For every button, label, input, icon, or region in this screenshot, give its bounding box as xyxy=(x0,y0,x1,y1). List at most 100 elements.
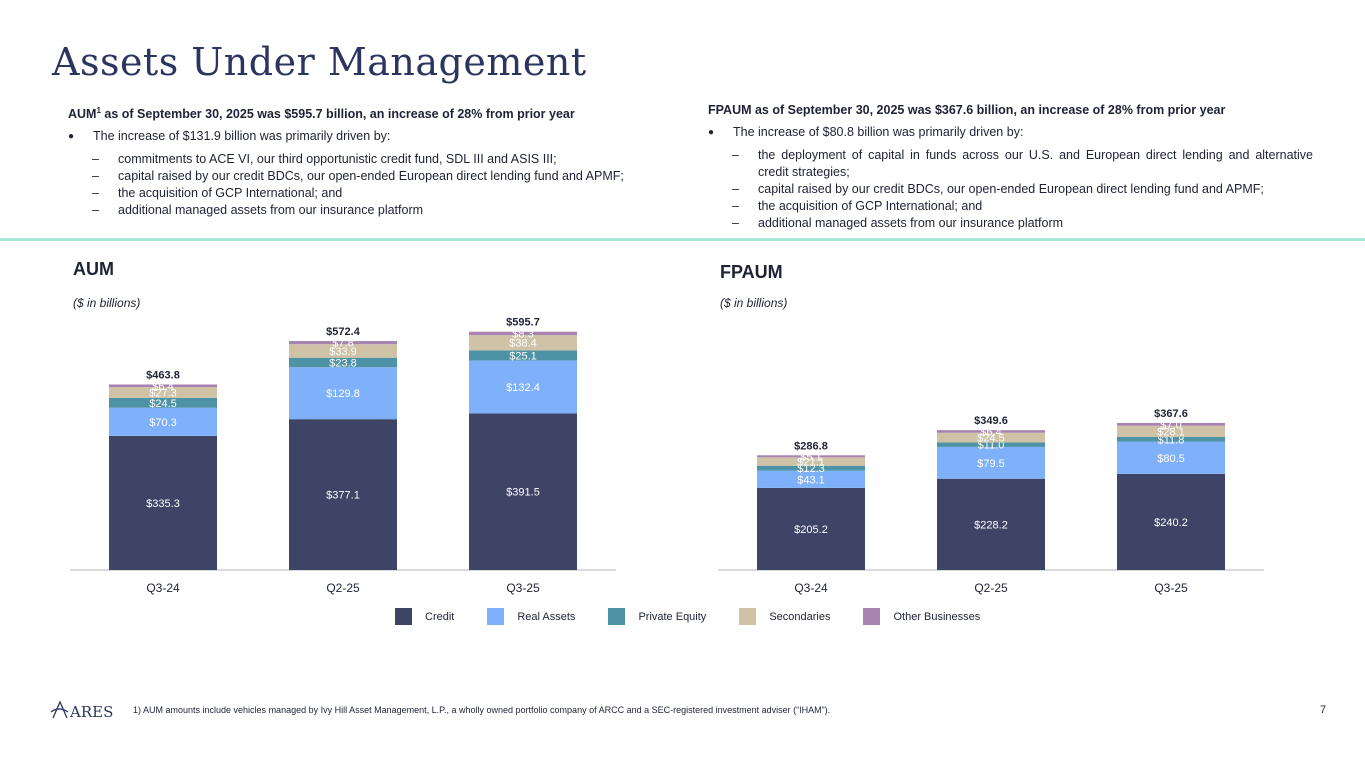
aum-bar-credit xyxy=(469,413,577,570)
aum-bar-other-businesses xyxy=(469,331,577,336)
aum-total-label: $463.8 xyxy=(146,369,180,381)
fpaum-segment-label: $228.2 xyxy=(974,519,1008,531)
aum-segment-label: $132.4 xyxy=(506,382,540,394)
aum-segment-label: $24.5 xyxy=(149,398,177,410)
dash: – xyxy=(92,169,99,184)
aum-sub-text: additional managed assets from our insur… xyxy=(118,203,424,218)
legend-label: Real Assets xyxy=(517,610,576,623)
fpaum-segment-label: $12.3 xyxy=(797,463,825,475)
aum-bar-real-assets xyxy=(469,360,577,414)
dash: – xyxy=(732,216,739,230)
page-number: 7 xyxy=(1320,704,1327,716)
aum-heading: AUM1 as of September 30, 2025 was $595.7… xyxy=(68,102,648,123)
aum-heading-prefix: AUM xyxy=(68,107,97,122)
aum-chart-title: AUM xyxy=(73,259,114,279)
fpaum-segment-label: $7.0 xyxy=(1160,419,1181,431)
chart-legend: Credit Real Assets Private Equity Secondari… xyxy=(395,608,1013,625)
fpaum-total-label: $286.8 xyxy=(794,440,828,452)
legend-swatch xyxy=(487,608,505,625)
aum-sub-item: – the acquisition of GCP International; a… xyxy=(68,185,648,202)
fpaum-sub-text: capital raised by our credit BDCs, our o… xyxy=(758,182,1264,196)
aum-sub-text: commitments to ACE VI, our third opportu… xyxy=(118,152,557,167)
aum-segment-label: $377.1 xyxy=(326,490,360,502)
fpaum-sub-text: the deployment of capital in funds acros… xyxy=(758,148,1313,179)
dash: – xyxy=(92,203,99,218)
fpaum-sub-text: the acquisition of GCP International; an… xyxy=(758,199,983,213)
fpaum-bar-other-businesses xyxy=(937,430,1045,433)
aum-bullet: The increase of $131.9 billion was prima… xyxy=(68,128,648,145)
aum-sub-item: – commitments to ACE VI, our third opport… xyxy=(68,151,648,168)
fpaum-bar-other-businesses xyxy=(757,455,865,458)
aum-heading-text: as of September 30, 2025 was $595.7 bill… xyxy=(100,107,575,122)
aum-segment-label: $335.3 xyxy=(146,498,180,510)
legend-item-other-businesses: Other Businesses xyxy=(863,608,980,625)
aum-bar-other-businesses xyxy=(289,341,397,345)
aum-category-label: Q2-25 xyxy=(326,581,360,595)
aum-segment-label: $391.5 xyxy=(506,487,540,499)
fpaum-sub-item: – the acquisition of GCP International; a… xyxy=(708,198,1313,215)
aum-bar-private-equity xyxy=(289,357,397,368)
fpaum-bar-credit xyxy=(1117,473,1225,570)
fpaum-category-label: Q3-25 xyxy=(1154,581,1188,595)
footnote-marker: 1 xyxy=(96,106,101,115)
fpaum-sub-item: – the deployment of capital in funds acro… xyxy=(708,147,1313,181)
fpaum-heading: FPAUM as of September 30, 2025 was $367.… xyxy=(708,103,1226,117)
aum-bar-private-equity xyxy=(109,397,217,408)
aum-total-label: $572.4 xyxy=(326,326,361,338)
legend-swatch xyxy=(395,608,412,625)
footnote: 1) AUM amounts include vehicles managed … xyxy=(133,705,831,715)
legend-swatch xyxy=(739,608,757,625)
dash: – xyxy=(732,199,739,213)
page-title: Assets Under Management xyxy=(52,40,587,84)
fpaum-bar-secondaries xyxy=(1117,425,1225,437)
fpaum-bar-private-equity xyxy=(1117,437,1225,442)
fpaum-chart-title: FPAUM xyxy=(720,262,783,282)
aum-segment-label: $27.3 xyxy=(149,388,177,400)
fpaum-category-label: Q3-24 xyxy=(794,581,828,595)
section-divider xyxy=(0,238,1365,241)
fpaum-total-label: $349.6 xyxy=(974,415,1008,427)
dash: – xyxy=(92,152,99,167)
legend-label: Other Businesses xyxy=(893,610,981,623)
fpaum-total-label: $367.6 xyxy=(1154,408,1188,420)
fpaum-bar-credit xyxy=(937,478,1045,570)
fpaum-bar-credit xyxy=(757,487,865,570)
legend-item-credit: Credit xyxy=(395,608,454,625)
fpaum-segment-label: $11.0 xyxy=(978,440,1005,452)
legend-item-private-equity: Private Equity xyxy=(608,608,706,625)
ares-logo-text: ARES xyxy=(69,703,113,721)
fpaum-segment-label: $11.8 xyxy=(1158,434,1185,446)
aum-bar-private-equity xyxy=(469,350,577,361)
fpaum-segment-label: $79.5 xyxy=(977,458,1005,470)
fpaum-sub-text: additional managed assets from our insur… xyxy=(758,216,1064,230)
ares-logo: ARES xyxy=(50,700,113,721)
legend-swatch xyxy=(863,608,881,625)
aum-commentary: AUM1 as of September 30, 2025 was $595.7… xyxy=(68,102,648,219)
aum-segment-label: $8.3 xyxy=(512,328,533,340)
fpaum-bar-real-assets xyxy=(937,446,1045,479)
legend-item-secondaries: Secondaries xyxy=(739,608,830,625)
aum-bar-secondaries xyxy=(109,387,217,398)
fpaum-bar-secondaries xyxy=(757,457,865,466)
fpaum-bar-private-equity xyxy=(937,442,1045,447)
aum-bar-real-assets xyxy=(109,407,217,436)
aum-segment-label: $25.1 xyxy=(509,350,537,362)
fpaum-sub-item: – capital raised by our credit BDCs, our … xyxy=(708,181,1313,198)
legend-item-real-assets: Real Assets xyxy=(487,608,575,625)
fpaum-commentary: FPAUM as of September 30, 2025 was $367.… xyxy=(708,102,1313,232)
aum-sub-text: the acquisition of GCP International; an… xyxy=(118,186,343,201)
fpaum-bar-private-equity xyxy=(757,465,865,471)
aum-bar-real-assets xyxy=(289,367,397,420)
aum-sub-item: – additional managed assets from our insu… xyxy=(68,202,648,219)
aum-bar-other-businesses xyxy=(109,384,217,388)
legend-label: Private Equity xyxy=(638,610,707,623)
aum-bar-credit xyxy=(109,435,217,570)
fpaum-category-label: Q2-25 xyxy=(974,581,1008,595)
aum-bar-secondaries xyxy=(469,335,577,351)
aum-segment-label: $70.3 xyxy=(149,417,177,429)
aum-segment-label: $23.8 xyxy=(329,357,357,369)
fpaum-segment-label: $6.4 xyxy=(980,426,1001,438)
fpaum-bar-other-businesses xyxy=(1117,422,1225,426)
fpaum-segment-label: $5.1 xyxy=(800,451,821,463)
dash: – xyxy=(732,182,739,196)
